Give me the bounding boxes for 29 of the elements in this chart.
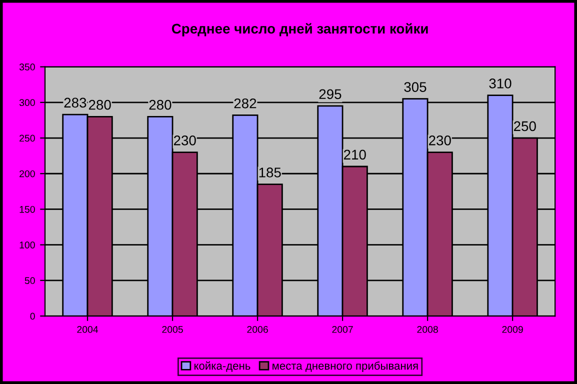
data-label: 230 bbox=[428, 136, 451, 146]
data-label: 305 bbox=[404, 82, 426, 92]
data-label: 185 bbox=[259, 168, 281, 178]
x-tick-label: 2008 bbox=[417, 326, 438, 333]
x-tick-label: 2005 bbox=[162, 326, 183, 333]
data-label: 250 bbox=[514, 121, 536, 132]
y-tick-label: 150 bbox=[20, 206, 35, 213]
chart-title: Среднее число дней занятости койки bbox=[172, 23, 428, 36]
x-tick-label: 2007 bbox=[332, 326, 353, 333]
data-label: 310 bbox=[489, 78, 512, 88]
x-tick-label: 2004 bbox=[77, 326, 98, 333]
legend-label: койка-день bbox=[194, 361, 250, 372]
data-label: 282 bbox=[234, 98, 256, 108]
y-tick-label: 350 bbox=[19, 64, 35, 70]
y-tick-label: 0 bbox=[30, 312, 35, 320]
y-tick-label: 200 bbox=[20, 170, 35, 178]
data-label: 280 bbox=[149, 100, 172, 110]
data-label: 283 bbox=[64, 98, 86, 108]
x-tick-label: 2006 bbox=[247, 326, 268, 333]
data-label: 230 bbox=[174, 136, 196, 146]
y-tick-label: 50 bbox=[24, 277, 35, 284]
data-label: 280 bbox=[88, 100, 111, 110]
data-label: 210 bbox=[344, 150, 366, 160]
y-tick-label: 100 bbox=[20, 242, 35, 248]
x-tick-label: 2009 bbox=[502, 326, 523, 333]
data-label: 295 bbox=[319, 89, 342, 100]
y-tick-label: 250 bbox=[20, 134, 35, 142]
legend-label: места дневного прибывания bbox=[272, 361, 418, 372]
y-tick-label: 300 bbox=[19, 99, 35, 106]
